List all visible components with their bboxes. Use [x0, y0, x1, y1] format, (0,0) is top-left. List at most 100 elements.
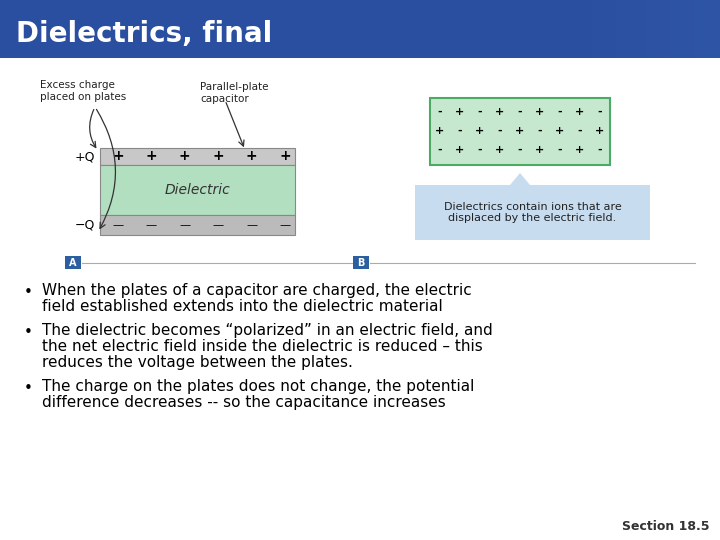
Text: •: • [24, 325, 32, 340]
Text: +: + [475, 126, 485, 136]
FancyBboxPatch shape [683, 0, 684, 58]
FancyBboxPatch shape [713, 0, 714, 58]
FancyBboxPatch shape [623, 0, 624, 58]
Text: +: + [575, 107, 585, 117]
Text: +: + [246, 150, 258, 164]
FancyBboxPatch shape [622, 0, 623, 58]
FancyBboxPatch shape [654, 0, 655, 58]
Text: +: + [179, 150, 191, 164]
Text: +: + [212, 150, 224, 164]
Text: +: + [145, 150, 157, 164]
FancyBboxPatch shape [670, 0, 671, 58]
FancyBboxPatch shape [632, 0, 633, 58]
Text: -: - [438, 145, 442, 155]
FancyBboxPatch shape [687, 0, 688, 58]
Text: Dielectrics, final: Dielectrics, final [16, 19, 272, 48]
Text: —: — [246, 220, 257, 230]
FancyBboxPatch shape [624, 0, 625, 58]
FancyBboxPatch shape [704, 0, 705, 58]
FancyBboxPatch shape [688, 0, 689, 58]
FancyBboxPatch shape [691, 0, 692, 58]
Text: —: — [112, 220, 124, 230]
Text: +: + [516, 126, 525, 136]
FancyBboxPatch shape [661, 0, 662, 58]
FancyBboxPatch shape [642, 0, 643, 58]
FancyBboxPatch shape [100, 215, 295, 235]
Text: -: - [518, 107, 522, 117]
FancyBboxPatch shape [697, 0, 698, 58]
FancyBboxPatch shape [700, 0, 701, 58]
FancyBboxPatch shape [690, 0, 691, 58]
Text: Section 18.5: Section 18.5 [623, 520, 710, 533]
FancyBboxPatch shape [660, 0, 661, 58]
Text: -: - [598, 145, 603, 155]
FancyBboxPatch shape [653, 0, 654, 58]
FancyBboxPatch shape [644, 0, 645, 58]
FancyBboxPatch shape [678, 0, 679, 58]
FancyBboxPatch shape [650, 0, 651, 58]
FancyBboxPatch shape [625, 0, 626, 58]
FancyBboxPatch shape [662, 0, 663, 58]
Text: +: + [575, 145, 585, 155]
Text: +: + [555, 126, 564, 136]
FancyBboxPatch shape [656, 0, 657, 58]
FancyBboxPatch shape [675, 0, 676, 58]
FancyBboxPatch shape [648, 0, 649, 58]
FancyBboxPatch shape [663, 0, 664, 58]
FancyBboxPatch shape [677, 0, 678, 58]
FancyBboxPatch shape [717, 0, 718, 58]
FancyBboxPatch shape [711, 0, 712, 58]
Text: -: - [558, 107, 562, 117]
Text: +: + [112, 150, 124, 164]
FancyBboxPatch shape [701, 0, 702, 58]
FancyBboxPatch shape [665, 0, 666, 58]
FancyBboxPatch shape [636, 0, 637, 58]
FancyBboxPatch shape [0, 0, 720, 58]
Text: -: - [518, 145, 522, 155]
Text: +: + [436, 126, 445, 136]
Text: —: — [146, 220, 157, 230]
FancyBboxPatch shape [716, 0, 717, 58]
FancyBboxPatch shape [652, 0, 653, 58]
Text: field established extends into the dielectric material: field established extends into the diele… [42, 299, 443, 314]
Text: +: + [495, 107, 505, 117]
FancyBboxPatch shape [703, 0, 704, 58]
FancyBboxPatch shape [709, 0, 710, 58]
FancyBboxPatch shape [689, 0, 690, 58]
Text: Excess charge
placed on plates: Excess charge placed on plates [40, 80, 126, 102]
Text: -: - [577, 126, 582, 136]
FancyBboxPatch shape [682, 0, 683, 58]
Text: The dielectric becomes “polarized” in an electric field, and: The dielectric becomes “polarized” in an… [42, 323, 492, 338]
FancyBboxPatch shape [65, 256, 81, 269]
Polygon shape [510, 173, 530, 185]
FancyBboxPatch shape [430, 98, 610, 165]
Text: —: — [212, 220, 224, 230]
FancyBboxPatch shape [627, 0, 628, 58]
FancyBboxPatch shape [695, 0, 696, 58]
Text: •: • [24, 381, 32, 396]
Text: +: + [536, 107, 544, 117]
Text: -: - [598, 107, 603, 117]
Text: +: + [536, 145, 544, 155]
FancyBboxPatch shape [674, 0, 675, 58]
FancyBboxPatch shape [100, 148, 295, 165]
FancyBboxPatch shape [698, 0, 699, 58]
FancyBboxPatch shape [694, 0, 695, 58]
Text: —: — [279, 220, 291, 230]
Text: —: — [179, 220, 190, 230]
Text: -: - [477, 107, 482, 117]
FancyBboxPatch shape [637, 0, 638, 58]
FancyBboxPatch shape [708, 0, 709, 58]
FancyBboxPatch shape [646, 0, 647, 58]
FancyBboxPatch shape [666, 0, 667, 58]
FancyBboxPatch shape [680, 0, 681, 58]
FancyBboxPatch shape [718, 0, 719, 58]
FancyBboxPatch shape [626, 0, 627, 58]
FancyBboxPatch shape [629, 0, 630, 58]
FancyBboxPatch shape [628, 0, 629, 58]
Text: B: B [357, 258, 365, 268]
Text: Dielectric: Dielectric [165, 183, 230, 197]
FancyBboxPatch shape [693, 0, 694, 58]
Text: +: + [455, 145, 464, 155]
FancyBboxPatch shape [714, 0, 715, 58]
